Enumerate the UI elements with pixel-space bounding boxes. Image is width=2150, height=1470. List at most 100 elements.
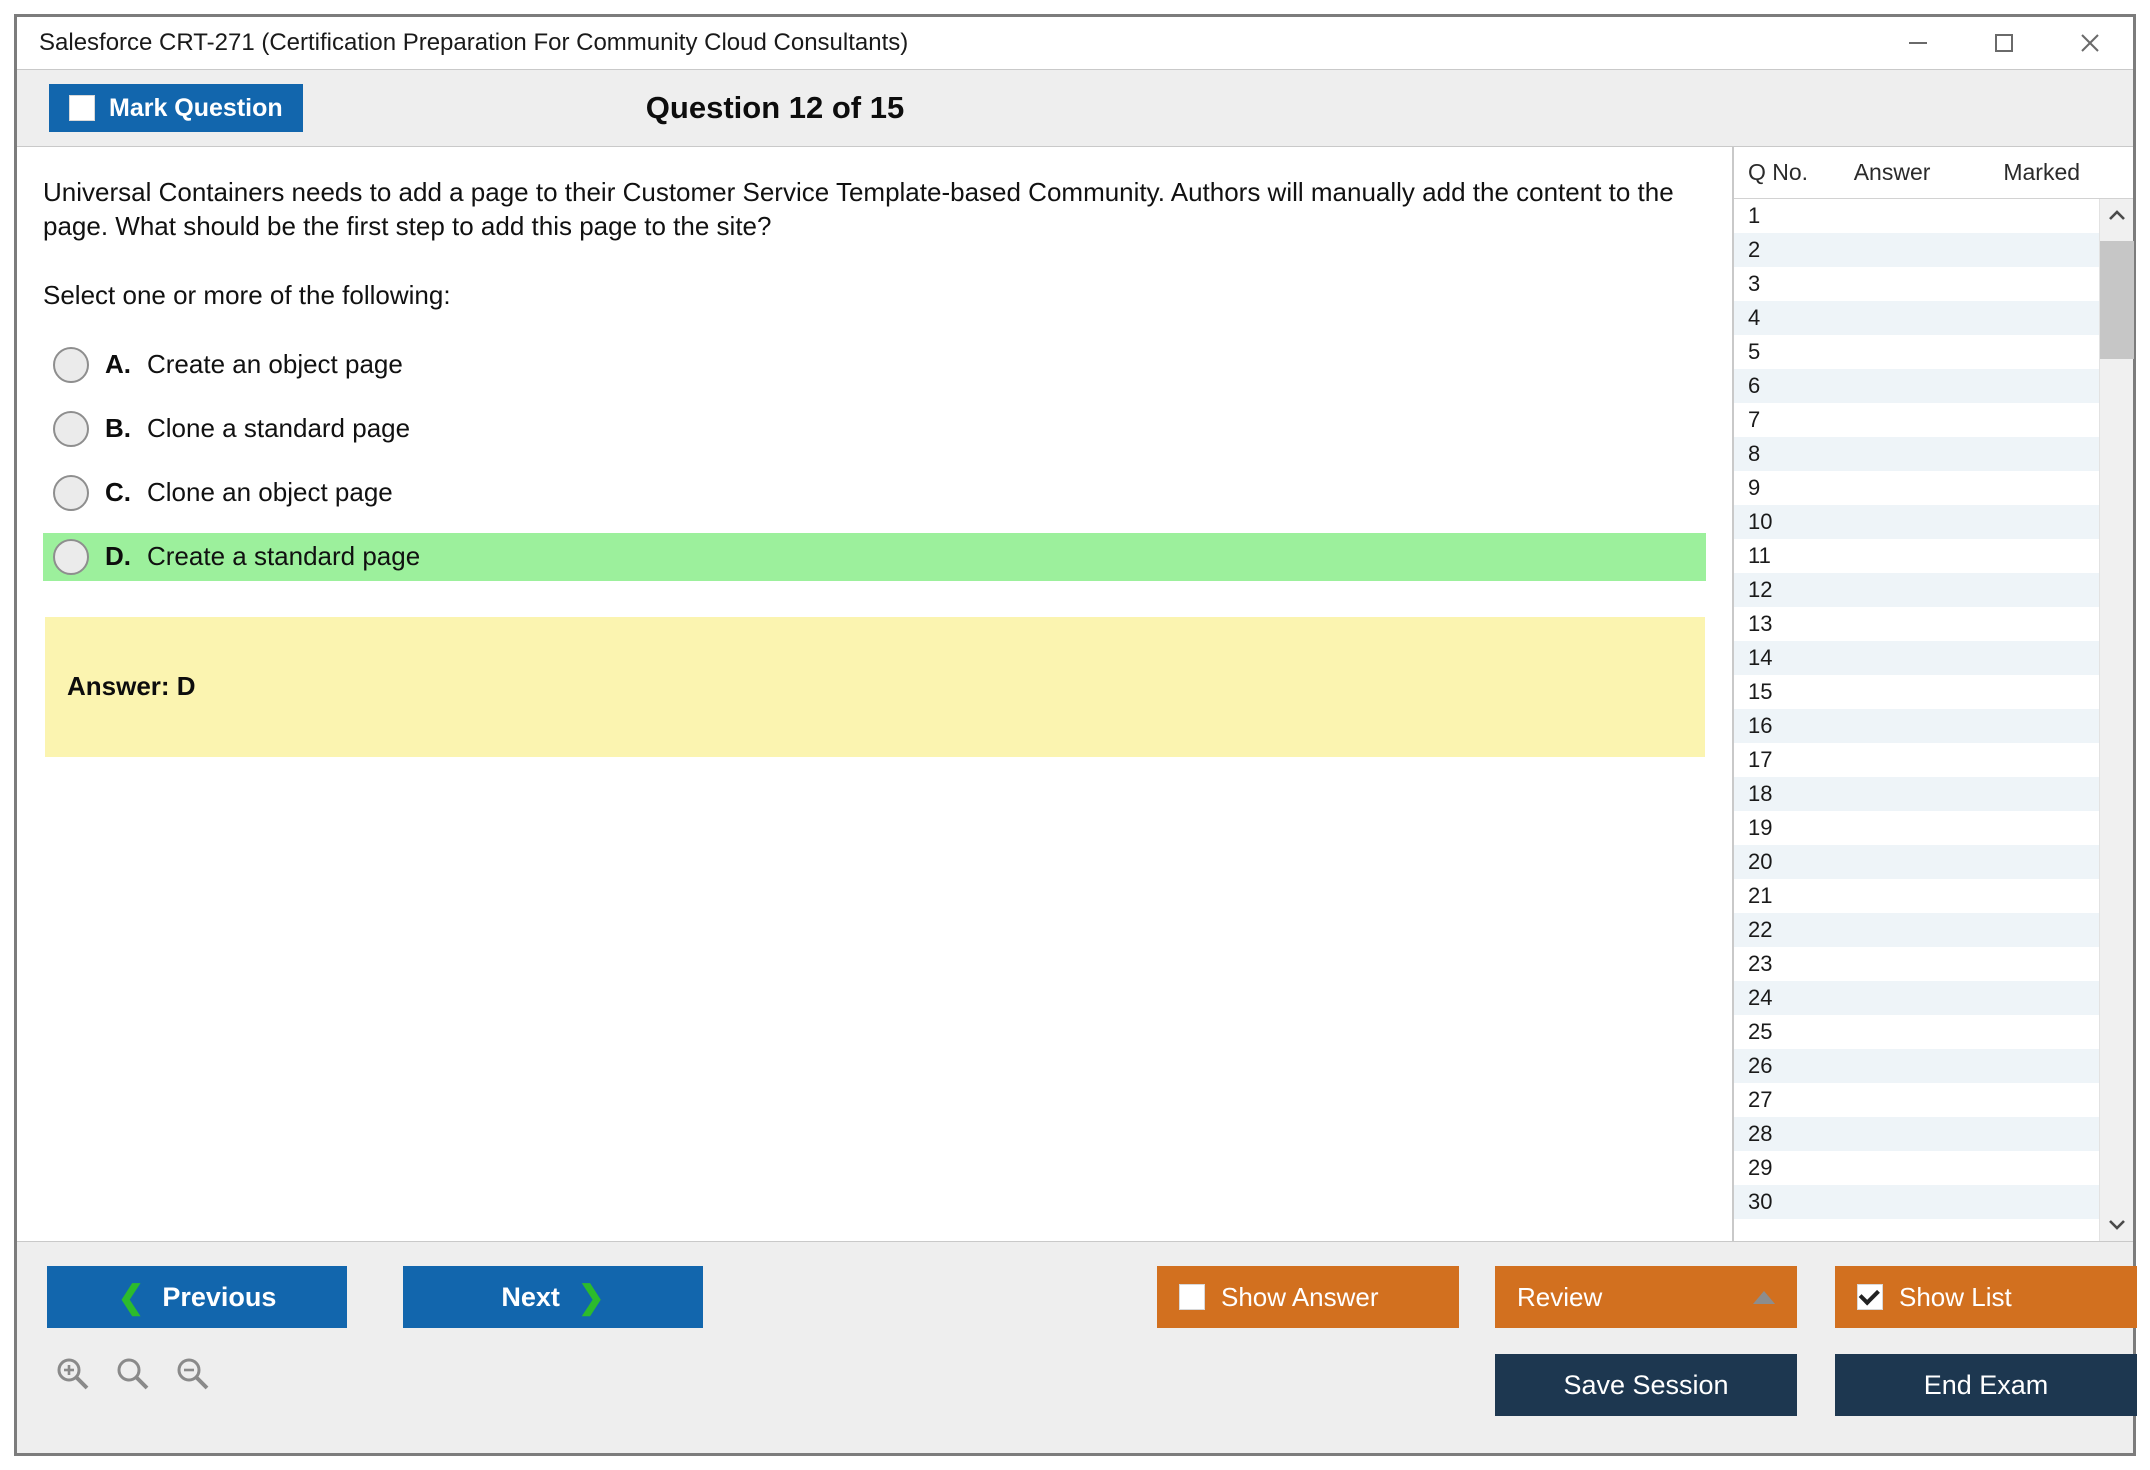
- option-row-d[interactable]: D. Create a standard page: [43, 532, 1706, 581]
- show-list-checkbox[interactable]: [1857, 1284, 1883, 1310]
- question-list-row[interactable]: 14: [1734, 641, 2099, 675]
- row-question-number: 3: [1748, 271, 1761, 296]
- question-list-row[interactable]: 10: [1734, 505, 2099, 539]
- zoom-toolbar: [53, 1354, 213, 1394]
- review-dropdown[interactable]: Review: [1495, 1266, 1797, 1328]
- question-list-row[interactable]: 28: [1734, 1117, 2099, 1151]
- next-button[interactable]: Next ❯: [403, 1266, 703, 1328]
- save-session-label: Save Session: [1563, 1369, 1729, 1400]
- show-answer-checkbox[interactable]: [1179, 1284, 1205, 1310]
- question-list-row[interactable]: 26: [1734, 1049, 2099, 1083]
- zoom-in-icon[interactable]: [53, 1354, 93, 1394]
- question-list-row[interactable]: 25: [1734, 1015, 2099, 1049]
- option-letter-b: B.: [105, 413, 131, 444]
- radio-option-a[interactable]: [53, 346, 89, 383]
- option-letter-c: C.: [105, 477, 131, 508]
- question-list-row[interactable]: 21: [1734, 879, 2099, 913]
- question-list-row[interactable]: 4: [1734, 301, 2099, 335]
- maximize-icon[interactable]: [1961, 17, 2047, 69]
- question-list-row[interactable]: 18: [1734, 777, 2099, 811]
- question-list-row[interactable]: 16: [1734, 709, 2099, 743]
- question-list-row[interactable]: 22: [1734, 913, 2099, 947]
- question-list-row[interactable]: 27: [1734, 1083, 2099, 1117]
- row-question-number: 13: [1748, 611, 1773, 636]
- question-counter: Question 12 of 15: [645, 90, 905, 125]
- end-exam-button[interactable]: End Exam: [1835, 1354, 2137, 1416]
- row-question-number: 22: [1748, 917, 1773, 942]
- question-text: Universal Containers needs to add a page…: [43, 177, 1674, 242]
- option-row-b[interactable]: B. Clone a standard page: [43, 405, 1706, 453]
- row-question-number: 16: [1748, 713, 1773, 738]
- window-titlebar: Salesforce CRT-271 (Certification Prepar…: [17, 17, 2133, 69]
- page-title: Question 12 of 15: [17, 90, 2133, 126]
- zoom-reset-icon[interactable]: [113, 1354, 153, 1394]
- row-question-number: 20: [1748, 849, 1773, 874]
- minimize-icon[interactable]: [1875, 17, 1961, 69]
- scroll-up-icon[interactable]: [2100, 199, 2134, 233]
- previous-label: Previous: [162, 1281, 277, 1312]
- radio-option-c[interactable]: [53, 474, 89, 511]
- column-header-marked: Marked: [2003, 159, 2081, 185]
- end-exam-label: End Exam: [1923, 1369, 2049, 1400]
- question-list-row[interactable]: 1: [1734, 199, 2099, 233]
- row-question-number: 10: [1748, 509, 1773, 534]
- question-list-row[interactable]: 19: [1734, 811, 2099, 845]
- question-list-row[interactable]: 15: [1734, 675, 2099, 709]
- question-list-row[interactable]: 9: [1734, 471, 2099, 505]
- question-list-row[interactable]: 30: [1734, 1185, 2099, 1219]
- zoom-out-icon[interactable]: [173, 1354, 213, 1394]
- row-question-number: 9: [1748, 475, 1761, 500]
- mark-question-label: Mark Question: [109, 93, 283, 122]
- radio-option-b[interactable]: [53, 410, 89, 447]
- mark-question-button[interactable]: Mark Question: [49, 84, 303, 132]
- body-split: Universal Containers needs to add a page…: [17, 147, 2134, 1241]
- row-question-number: 26: [1748, 1053, 1773, 1078]
- option-row-c[interactable]: C. Clone an object page: [43, 469, 1706, 517]
- scrollbar-thumb[interactable]: [2099, 241, 2134, 359]
- option-row-a[interactable]: A. Create an object page: [43, 341, 1706, 389]
- row-question-number: 5: [1748, 339, 1761, 364]
- row-question-number: 2: [1748, 237, 1761, 262]
- chevron-up-icon: [1753, 1290, 1775, 1304]
- show-answer-label: Show Answer: [1221, 1281, 1379, 1312]
- row-question-number: 30: [1748, 1189, 1773, 1214]
- question-list-row[interactable]: 20: [1734, 845, 2099, 879]
- chevron-left-icon: ❮: [117, 1279, 145, 1315]
- row-question-number: 14: [1748, 645, 1773, 670]
- question-list-row[interactable]: 6: [1734, 369, 2099, 403]
- show-list-button[interactable]: Show List: [1835, 1266, 2137, 1328]
- question-list-row[interactable]: 29: [1734, 1151, 2099, 1185]
- row-question-number: 7: [1748, 407, 1761, 432]
- question-content-pane: Universal Containers needs to add a page…: [17, 147, 1733, 1241]
- row-question-number: 28: [1748, 1121, 1773, 1146]
- question-list-row[interactable]: 2: [1734, 233, 2099, 267]
- question-list-row[interactable]: 5: [1734, 335, 2099, 369]
- show-answer-button[interactable]: Show Answer: [1157, 1266, 1459, 1328]
- question-list-body: 1 2 3 4 5 6 7 8 9 10 11 12 13 14 15 16 17 18 19 20 21 22 23 24 2…: [1734, 199, 2134, 1241]
- mark-question-checkbox[interactable]: [69, 95, 95, 121]
- question-list-row[interactable]: 7: [1734, 403, 2099, 437]
- option-text-b: Clone a standard page: [147, 413, 411, 444]
- previous-button[interactable]: ❮ Previous: [47, 1266, 347, 1328]
- question-list-row[interactable]: 3: [1734, 267, 2099, 301]
- option-text-c: Clone an object page: [147, 477, 393, 508]
- close-icon[interactable]: [2047, 17, 2133, 69]
- scroll-down-icon[interactable]: [2100, 1207, 2134, 1241]
- save-session-button[interactable]: Save Session: [1495, 1354, 1797, 1416]
- question-list-row[interactable]: 8: [1734, 437, 2099, 471]
- radio-option-d[interactable]: [53, 538, 89, 575]
- option-letter-d: D.: [105, 541, 131, 572]
- row-question-number: 18: [1748, 781, 1773, 806]
- question-list-row[interactable]: 12: [1734, 573, 2099, 607]
- row-question-number: 6: [1748, 373, 1761, 398]
- question-list-row[interactable]: 13: [1734, 607, 2099, 641]
- question-list-row[interactable]: 11: [1734, 539, 2099, 573]
- question-list-scrollbar[interactable]: [2099, 199, 2134, 1241]
- column-header-answer: Answer: [1853, 159, 1931, 185]
- option-text-d: Create a standard page: [147, 541, 421, 572]
- question-list-row[interactable]: 24: [1734, 981, 2099, 1015]
- scrollbar-track[interactable]: [2099, 233, 2134, 1207]
- exam-header-bar: Mark Question Question 12 of 15: [17, 69, 2133, 147]
- question-list-row[interactable]: 17: [1734, 743, 2099, 777]
- question-list-row[interactable]: 23: [1734, 947, 2099, 981]
